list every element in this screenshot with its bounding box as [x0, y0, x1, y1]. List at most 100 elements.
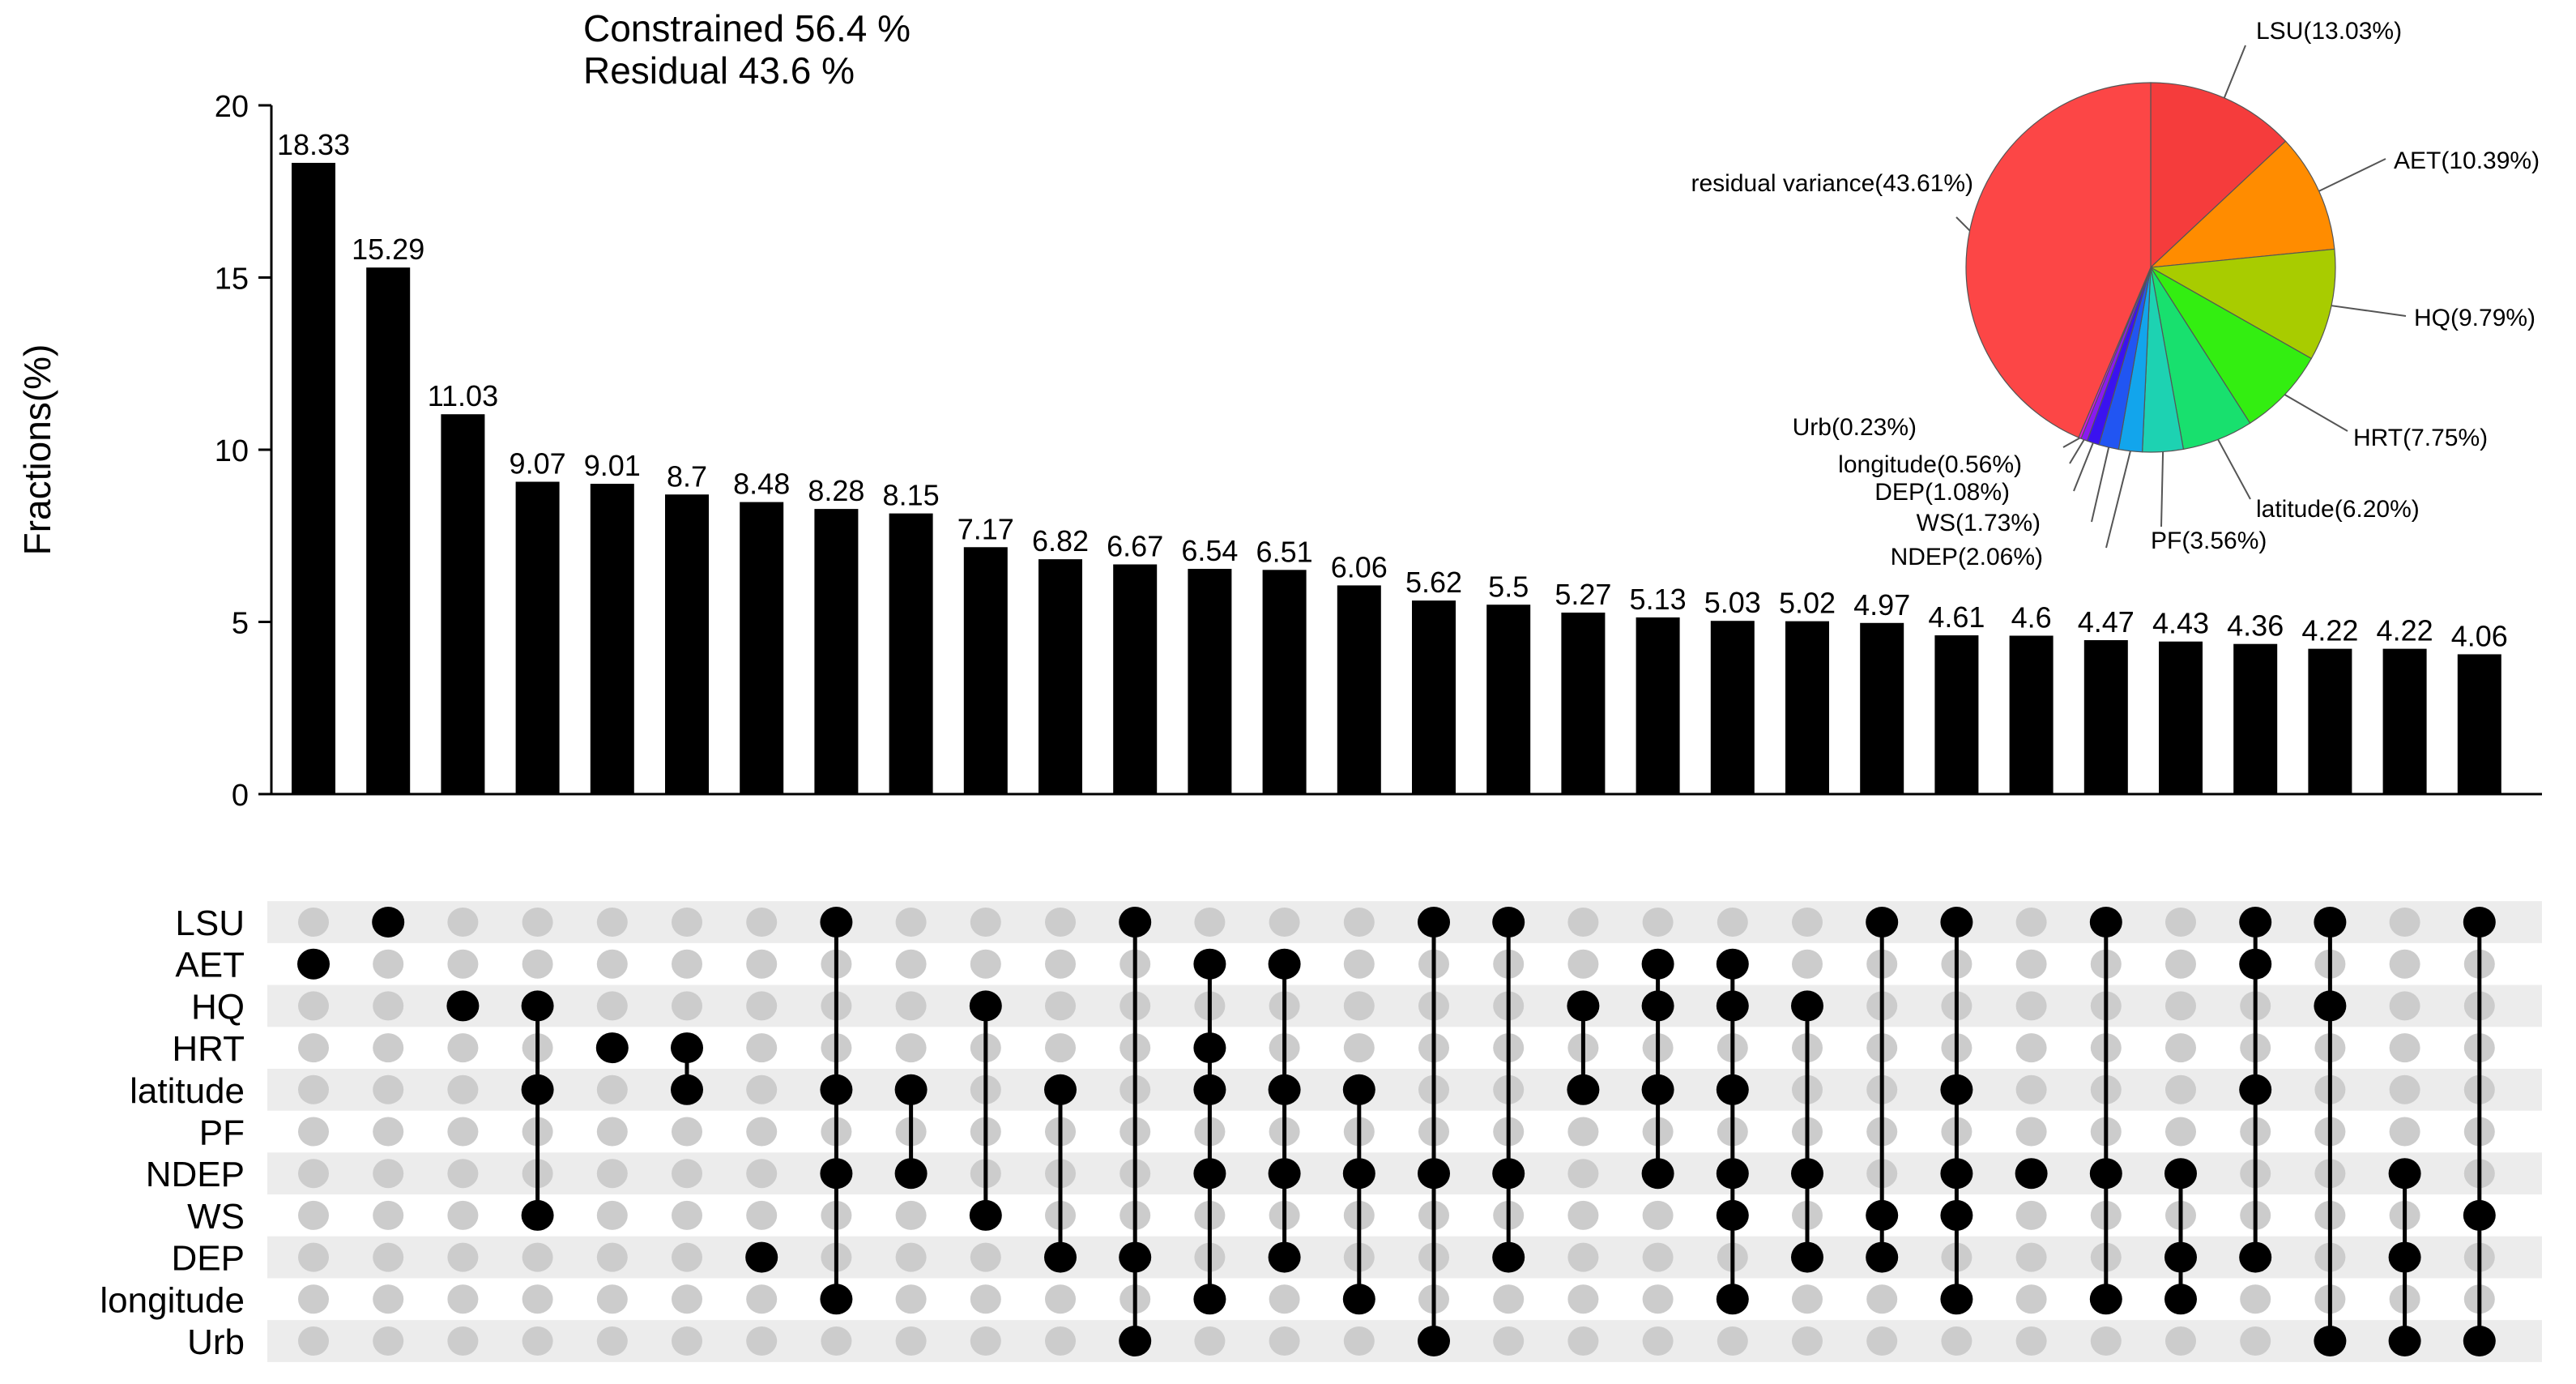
bar — [1337, 585, 1381, 794]
pie-leader-line — [2223, 45, 2246, 99]
bar — [2083, 640, 2128, 794]
matrix-dot-active — [1940, 1284, 1973, 1315]
matrix-dot-inactive — [447, 1033, 479, 1063]
pie-slice-label: HQ(9.79%) — [2414, 305, 2535, 331]
matrix-row-band — [267, 1236, 2542, 1279]
matrix-dot-inactive — [1045, 1326, 1076, 1356]
matrix-dot-inactive — [2015, 1033, 2047, 1063]
matrix-dot-inactive — [596, 1074, 628, 1104]
bar-value-label: 11.03 — [428, 379, 498, 412]
bar — [1561, 613, 1606, 794]
matrix-dot-inactive — [895, 949, 927, 979]
matrix-dot-inactive — [447, 1200, 479, 1230]
matrix-dot-inactive — [2165, 1117, 2196, 1147]
matrix-dot-active — [1418, 1158, 1450, 1190]
matrix-dot-inactive — [672, 991, 702, 1021]
matrix-dot-active — [820, 1284, 853, 1315]
matrix-dot-inactive — [522, 949, 553, 979]
matrix-dot-active — [2089, 1158, 2122, 1190]
bar-value-label: 4.43 — [2152, 607, 2209, 640]
matrix-dot-active — [1268, 1158, 1301, 1190]
bar-value-label: 9.07 — [510, 447, 566, 481]
matrix-dot-inactive — [2240, 1326, 2271, 1356]
pie-slice-label: Urb(0.23%) — [1793, 414, 1917, 441]
matrix-dot-inactive — [522, 1284, 553, 1314]
matrix-dot-inactive — [746, 1159, 778, 1189]
bar — [1934, 635, 1979, 794]
matrix-dot-active — [1119, 907, 1152, 938]
pie-slice-label: latitude(6.20%) — [2256, 496, 2420, 523]
pie-slice-label: LSU(13.03%) — [2256, 18, 2402, 45]
matrix-dot-active — [969, 1199, 1002, 1231]
matrix-dot-inactive — [895, 991, 927, 1021]
pie-slice-label: longitude(0.56%) — [1838, 451, 2022, 478]
matrix-dot-active — [1716, 1199, 1749, 1231]
pie-slice — [2150, 82, 2287, 269]
matrix-dot-active — [1940, 1074, 1973, 1105]
matrix-dot-inactive — [447, 1117, 479, 1147]
matrix-dot-inactive — [1567, 1117, 1599, 1147]
bar-value-label: 7.17 — [957, 512, 1014, 545]
matrix-dot-active — [1119, 1326, 1152, 1356]
bar-value-label: 18.33 — [277, 128, 350, 161]
matrix-dot-inactive — [298, 1242, 329, 1272]
matrix-dot-inactive — [746, 949, 778, 979]
matrix-dot-inactive — [970, 908, 1001, 937]
matrix-dot-active — [2388, 1158, 2421, 1190]
bar-value-label: 6.82 — [1032, 524, 1089, 557]
matrix-row-band — [267, 1068, 2542, 1111]
bar-chart: 0 5 10 15 20 Fractions(%) 18.33 15.29 11.03 9.07 9… — [16, 90, 2542, 813]
matrix-dot-active — [820, 907, 853, 938]
bar — [2308, 648, 2352, 794]
set-label: longitude — [100, 1280, 245, 1320]
pie-slice-label: NDEP(2.06%) — [1891, 544, 2043, 570]
matrix-dot-inactive — [1866, 1326, 1898, 1356]
matrix-dot-inactive — [970, 1284, 1001, 1314]
bar-value-label: 4.22 — [2377, 614, 2433, 647]
matrix-dot-inactive — [2090, 1326, 2122, 1356]
set-label: DEP — [172, 1239, 245, 1279]
matrix-dot-inactive — [447, 1284, 479, 1314]
matrix-dot-active — [1641, 1074, 1674, 1105]
matrix-row-band — [267, 901, 2542, 943]
matrix-dot-inactive — [1567, 1200, 1599, 1230]
matrix-dot-inactive — [298, 1159, 329, 1189]
matrix-dot-inactive — [373, 1326, 404, 1356]
bar — [1636, 617, 1680, 794]
matrix-dot-active — [1716, 1158, 1749, 1190]
matrix-dot-active — [1418, 1326, 1450, 1356]
matrix-dot-active — [2164, 1284, 2197, 1315]
bar — [1188, 569, 1232, 794]
matrix-dot-inactive — [1343, 908, 1375, 937]
matrix-dot-inactive — [596, 1159, 628, 1189]
matrix-dot-inactive — [373, 1117, 404, 1147]
matrix-dot-inactive — [2389, 1074, 2420, 1104]
matrix-dot-inactive — [1045, 908, 1076, 937]
matrix-dot-inactive — [1866, 1284, 1898, 1314]
matrix-dot-inactive — [2015, 1117, 2047, 1147]
pie-leader-line — [2062, 437, 2080, 448]
matrix-dot-inactive — [447, 1159, 479, 1189]
matrix-dot-inactive — [1642, 1242, 1674, 1272]
bar-value-label: 4.36 — [2227, 609, 2284, 643]
matrix-dot-inactive — [2389, 908, 2420, 937]
matrix-dot-active — [2463, 1199, 2496, 1231]
bar — [889, 513, 933, 794]
matrix-dot-inactive — [1194, 908, 1226, 937]
matrix-dot-active — [1716, 1074, 1749, 1105]
matrix-dot-inactive — [373, 1033, 404, 1063]
pie-slice-label: WS(1.73%) — [1917, 510, 2041, 536]
bar-value-label: 8.7 — [667, 459, 707, 493]
matrix-dot-inactive — [746, 991, 778, 1021]
pie-leader-line — [2069, 439, 2085, 464]
matrix-row-band — [267, 985, 2542, 1027]
bar-value-label: 5.13 — [1630, 583, 1687, 616]
matrix-dot-active — [2164, 1241, 2197, 1273]
matrix-dot-active — [1193, 1032, 1226, 1064]
matrix-dot-active — [1193, 948, 1226, 980]
matrix-dot-inactive — [970, 949, 1001, 979]
matrix-dot-inactive — [2015, 949, 2047, 979]
bar — [1262, 570, 1307, 794]
matrix-dot-inactive — [746, 1074, 778, 1104]
